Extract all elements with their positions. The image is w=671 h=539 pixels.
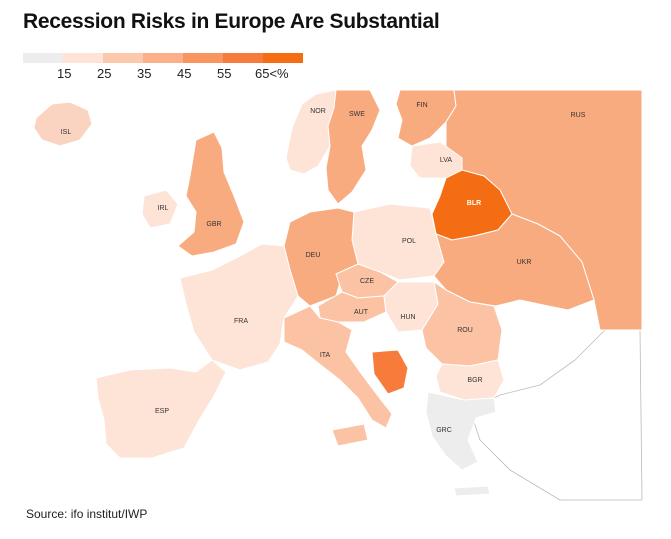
legend-swatch-6 (223, 53, 263, 63)
label-rus: RUS (571, 112, 586, 119)
label-fra: FRA (234, 318, 248, 325)
country-bih (371, 349, 409, 395)
legend-tick-55: 55 (217, 66, 232, 81)
legend-tick-65: 65<% (255, 66, 289, 81)
label-aut: AUT (354, 309, 369, 316)
country-ita-sicily (331, 423, 369, 447)
europe-map: ISL NOR SWE FIN RUS LVA IRL GBR BLR POL … (33, 89, 643, 501)
country-ita (283, 305, 393, 429)
legend-tick-15: 15 (57, 66, 72, 81)
country-irl (141, 189, 179, 229)
legend-swatch-7 (263, 53, 303, 63)
legend-swatch-4 (143, 53, 183, 63)
legend-tick-45: 45 (177, 66, 192, 81)
label-grc: GRC (436, 427, 452, 434)
country-ukr (433, 213, 595, 311)
legend-swatch-1 (23, 53, 63, 63)
legend-swatch-5 (183, 53, 223, 63)
region-neutral-land (469, 329, 643, 501)
label-gbr: GBR (206, 221, 221, 228)
label-hun: HUN (400, 314, 415, 321)
legend-swatch-2 (63, 53, 103, 63)
legend: 15 25 35 45 55 65<% (23, 53, 303, 82)
legend-tick-25: 25 (97, 66, 112, 81)
country-gbr (177, 131, 245, 257)
label-lva: LVA (440, 157, 453, 164)
country-labels: ISL NOR SWE FIN RUS LVA IRL GBR BLR POL … (61, 102, 586, 434)
country-esp (95, 359, 227, 459)
label-nor: NOR (310, 108, 326, 115)
source-note: Source: ifo institut/IWP (26, 507, 148, 521)
country-fra (179, 243, 299, 371)
label-rou: ROU (457, 327, 473, 334)
country-swe (325, 89, 381, 205)
label-swe: SWE (349, 111, 365, 118)
country-grc (425, 391, 497, 471)
label-ukr: UKR (517, 259, 532, 266)
country-grc-crete (453, 485, 491, 497)
chart-title: Recession Risks in Europe Are Substantia… (23, 10, 440, 33)
label-cze: CZE (360, 278, 374, 285)
legend-tick-35: 35 (137, 66, 152, 81)
legend-ticks: 15 25 35 45 55 65<% (23, 66, 303, 82)
legend-swatches (23, 53, 303, 63)
label-pol: POL (402, 238, 416, 245)
label-deu: DEU (306, 252, 321, 259)
label-fin: FIN (416, 102, 427, 109)
label-esp: ESP (155, 408, 169, 415)
legend-swatch-3 (103, 53, 143, 63)
label-bgr: BGR (467, 377, 482, 384)
label-ita: ITA (320, 352, 331, 359)
label-irl: IRL (158, 205, 169, 212)
country-isl (33, 101, 93, 147)
label-isl: ISL (61, 129, 72, 136)
label-blr: BLR (467, 200, 481, 207)
